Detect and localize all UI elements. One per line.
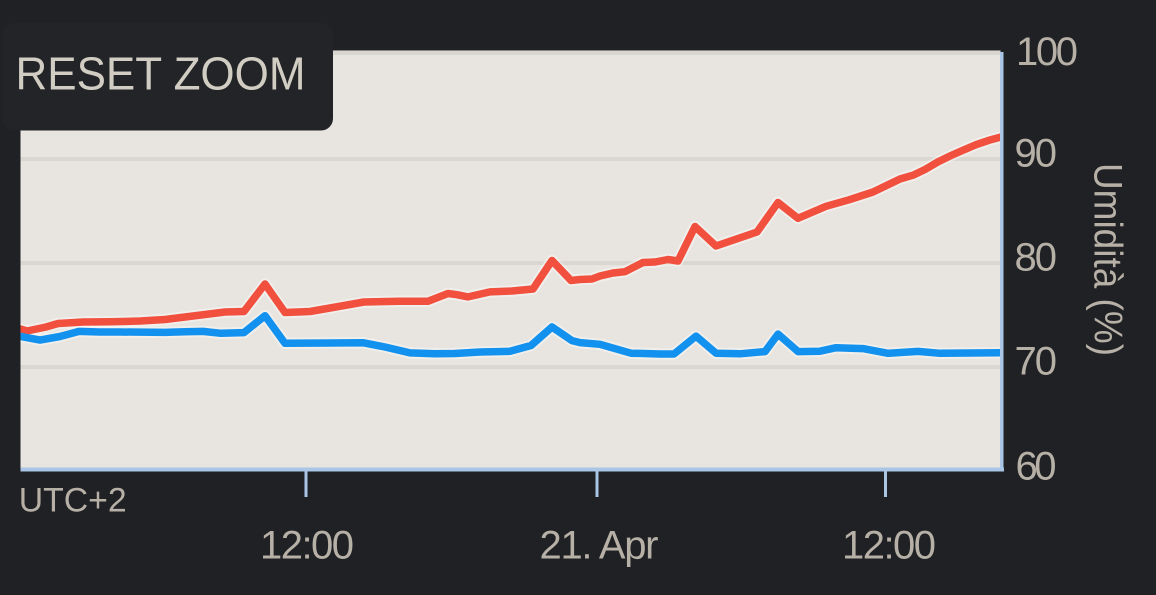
svg-text:12:00: 12:00: [260, 524, 354, 568]
svg-text:12:00: 12:00: [842, 524, 936, 568]
svg-text:100: 100: [1016, 30, 1078, 74]
svg-text:70: 70: [1015, 340, 1058, 384]
svg-text:Umidità (%): Umidità (%): [1086, 163, 1130, 356]
svg-text:RESET ZOOM: RESET ZOOM: [16, 48, 306, 100]
svg-text:UTC+2: UTC+2: [19, 481, 127, 519]
svg-text:60: 60: [1016, 445, 1057, 489]
svg-text:90: 90: [1015, 132, 1058, 176]
svg-text:21. Apr: 21. Apr: [540, 524, 659, 568]
svg-text:80: 80: [1015, 236, 1058, 280]
